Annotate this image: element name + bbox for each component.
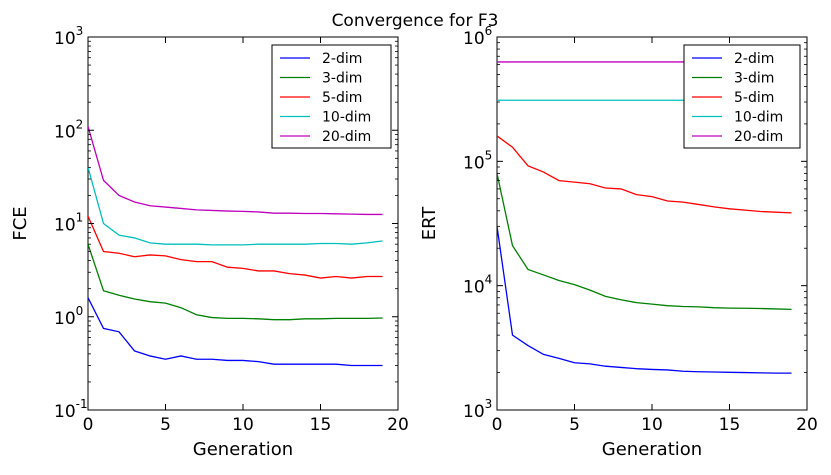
x-tick-label: 10 <box>641 415 663 435</box>
legend-entry-3-dim: 3-dim <box>734 71 774 87</box>
series-line-3-dim <box>497 173 792 310</box>
legend-entry-3-dim: 3-dim <box>322 71 362 87</box>
y-tick-exponent: -1 <box>76 397 88 411</box>
y-axis-label: ERT <box>419 206 440 241</box>
y-tick-exponent: 1 <box>76 211 84 225</box>
x-axis-label: Generation <box>193 439 293 460</box>
y-tick-exponent: 5 <box>485 148 493 162</box>
series-line-2-dim <box>497 226 792 374</box>
legend-entry-10-dim: 10-dim <box>322 110 371 126</box>
y-tick-exponent: 3 <box>485 397 493 411</box>
y-tick-label: 104 <box>463 273 492 298</box>
x-tick-label: 0 <box>492 415 503 435</box>
ert-chart-panel: 0 5 10 15 20103104105106GenerationERT2-dim3-… <box>419 24 818 460</box>
legend: 2-dim 3-dim 5-dim 10-dim 20-dim <box>683 44 801 149</box>
y-tick-exponent: 0 <box>76 304 84 318</box>
y-tick-label: 101 <box>54 211 83 236</box>
series-line-10-dim <box>88 167 383 246</box>
series-line-20-dim <box>88 126 383 216</box>
series-line-2-dim <box>88 297 383 367</box>
y-tick-exponent: 6 <box>485 24 493 38</box>
series-group <box>88 126 383 367</box>
x-tick-label: 20 <box>796 415 818 435</box>
legend: 2-dim 3-dim 5-dim 10-dim 20-dim <box>271 44 392 149</box>
x-axis-label: Generation <box>602 439 702 460</box>
legend-entry-2-dim: 2-dim <box>322 51 362 67</box>
y-tick-label: 103 <box>463 397 492 422</box>
legend-entry-5-dim: 5-dim <box>322 90 362 106</box>
x-tick-label: 5 <box>160 415 171 435</box>
y-tick-exponent: 4 <box>485 273 493 287</box>
y-tick-label: 103 <box>54 24 83 49</box>
y-tick-exponent: 3 <box>76 24 84 38</box>
fce-chart-panel: 0 5 10 15 2010-1100101102103GenerationFCE2-d… <box>10 24 409 460</box>
legend-entry-20-dim: 20-dim <box>322 129 371 145</box>
y-tick-label: 105 <box>463 148 492 173</box>
series-line-5-dim <box>88 215 383 279</box>
y-tick-label: 102 <box>54 117 83 142</box>
y-tick-exponent: 2 <box>76 117 84 131</box>
legend-entry-2-dim: 2-dim <box>734 51 774 67</box>
series-line-3-dim <box>88 243 383 321</box>
y-axis-label: FCE <box>10 206 31 240</box>
x-tick-label: 0 <box>83 415 94 435</box>
x-tick-label: 15 <box>310 415 332 435</box>
y-tick-label: 100 <box>54 304 83 329</box>
x-tick-label: 10 <box>232 415 254 435</box>
series-line-5-dim <box>497 135 792 214</box>
figure-title: Convergence for F3 <box>332 11 499 31</box>
x-tick-label: 15 <box>719 415 741 435</box>
x-tick-label: 20 <box>387 415 409 435</box>
legend-entry-5-dim: 5-dim <box>734 90 774 106</box>
x-tick-label: 5 <box>569 415 580 435</box>
legend-entry-10-dim: 10-dim <box>734 110 783 126</box>
legend-entry-20-dim: 20-dim <box>734 129 783 145</box>
